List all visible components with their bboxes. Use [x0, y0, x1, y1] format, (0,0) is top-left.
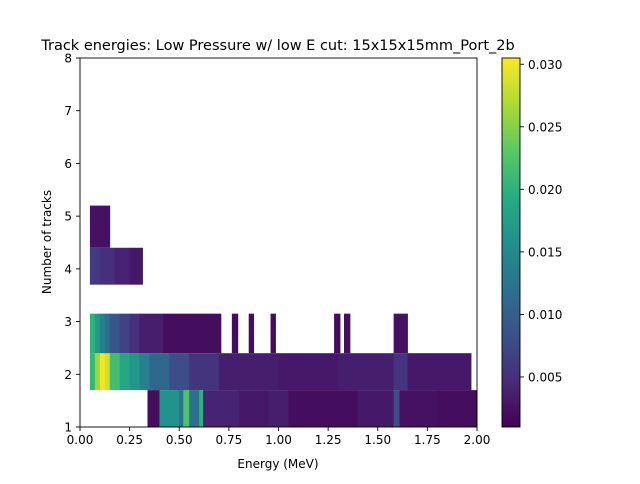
- colorbar-frame: [501, 57, 521, 428]
- colorbar-tick-label: 0.015: [528, 245, 562, 259]
- heatmap-cell-row0-seg3: [183, 390, 190, 427]
- x-tick-label: 0.25: [116, 433, 143, 447]
- heatmap-cell-row0-seg8: [268, 390, 289, 427]
- heatmap-cell-row0-seg12: [399, 390, 438, 427]
- y-tick-label: 6: [64, 157, 72, 171]
- heatmap-cell-row1-seg7: [139, 353, 150, 391]
- chart-title: Track energies: Low Pressure w/ low E cu…: [40, 38, 514, 54]
- heatmap-cell-row1-seg8: [149, 353, 170, 391]
- y-tick-label: 4: [64, 262, 72, 276]
- x-axis-label: Energy (MeV): [237, 457, 318, 471]
- heatmap-cell-row0-seg6: [203, 390, 240, 427]
- heatmap-cell-row1-seg13: [338, 353, 395, 391]
- heatmap-cell-row2-seg8: [163, 313, 222, 354]
- heatmap-cell-row2-seg12: [334, 313, 341, 354]
- heatmap-cell-row2-seg4: [109, 313, 121, 354]
- heatmap-cell-row1-seg11: [218, 353, 279, 391]
- colorbar-tick-label: 0.005: [528, 370, 562, 384]
- heatmap-cell-row2-seg11: [270, 313, 276, 354]
- y-axis: 1 2 3 4 5 6 7 8: [64, 52, 80, 435]
- heatmap-cell-row0-seg4: [189, 390, 200, 427]
- heatmap-cell-row1-seg12: [278, 353, 339, 391]
- heatmap-cell-row0-seg9: [288, 390, 359, 427]
- heatmap-cell-row2-seg10: [248, 313, 255, 354]
- y-tick-label: 8: [64, 52, 72, 66]
- heatmap-cell-row3-seg2: [114, 247, 131, 285]
- y-tick-label: 5: [64, 210, 72, 224]
- x-tick-label: 0.50: [166, 433, 193, 447]
- x-tick-label: 0.00: [67, 433, 94, 447]
- heatmap-cell-row1-seg5: [119, 353, 131, 391]
- colorbar-ticks: 0.005 0.010 0.015 0.020 0.025 0.030: [520, 58, 562, 384]
- y-tick-label: 1: [64, 421, 72, 435]
- heatmap-cell-row1-seg6: [129, 353, 140, 391]
- y-tick-label: 7: [64, 104, 72, 118]
- heatmap-cell-row2-seg13: [344, 313, 351, 354]
- heatmap-cell-row1-seg15: [407, 353, 472, 391]
- heatmap-cell-row2-seg14: [393, 313, 408, 354]
- colorbar-tick-label: 0.030: [528, 58, 562, 72]
- heatmap-cell-row2-seg5: [119, 313, 131, 354]
- heatmap-cell-row2-seg0: [89, 313, 96, 354]
- heatmap-cell-row0-seg10: [357, 390, 395, 427]
- heatmap-cell-row1-seg9: [169, 353, 190, 391]
- x-axis: 0.00 0.25 0.50 0.75 1.00 1.25 1.50 1.75 2.00: [67, 427, 491, 447]
- colorbar-tick-label: 0.020: [528, 183, 562, 197]
- heatmap-cell-row1-seg10: [189, 353, 220, 391]
- x-tick-label: 1.25: [315, 433, 342, 447]
- heatmap-cell-row3-seg3: [129, 247, 143, 285]
- colorbar: [502, 58, 520, 427]
- heatmap-cell-row0-seg2: [179, 390, 184, 427]
- heatmap-cell-row3-seg0: [89, 247, 101, 285]
- y-axis-label: Number of tracks: [40, 190, 54, 294]
- heatmap-cell-row0-seg1: [159, 390, 180, 427]
- y-tick-label: 2: [64, 368, 72, 382]
- heatmap-cell-row2-seg2: [99, 313, 106, 354]
- heatmap-cell-row2-seg9: [231, 313, 239, 354]
- heatmap-cell-row0-seg7: [238, 390, 269, 427]
- heatmap-cell-row1-seg1: [94, 353, 101, 391]
- heatmap-cell-row0-seg13: [437, 390, 478, 427]
- colorbar-tick-label: 0.025: [528, 120, 562, 134]
- heatmap-cell-row2-seg6: [129, 313, 140, 354]
- x-tick-label: 0.75: [216, 433, 243, 447]
- heatmap-cell-row1-seg2: [99, 353, 106, 391]
- heatmap-cell-row2-seg1: [94, 313, 101, 354]
- heatmap-cell-row1-seg14: [393, 353, 408, 391]
- heatmap-cell-row1-seg3: [104, 353, 111, 391]
- heatmap-cell-row0-seg0: [147, 390, 160, 427]
- x-tick-label: 2.00: [464, 433, 491, 447]
- heatmap-cell-row3-seg1: [99, 247, 116, 285]
- x-tick-label: 1.50: [364, 433, 391, 447]
- heatmap-cell-row0-seg11: [393, 390, 400, 427]
- heatmap-cell-row4-seg0: [89, 205, 111, 248]
- x-tick-label: 1.00: [265, 433, 292, 447]
- heatmap-cell-row1-seg0: [89, 353, 96, 391]
- heatmap-cell-row2-seg7: [139, 313, 164, 354]
- heatmap-cell-row0-seg5: [199, 390, 204, 427]
- heatmap-cell-row1-seg4: [109, 353, 121, 391]
- colorbar-tick-label: 0.010: [528, 308, 562, 322]
- heatmap-cell-row2-seg3: [104, 313, 111, 354]
- heatmap-cells: [89, 205, 478, 427]
- x-tick-label: 1.75: [414, 433, 441, 447]
- y-tick-label: 3: [64, 315, 72, 329]
